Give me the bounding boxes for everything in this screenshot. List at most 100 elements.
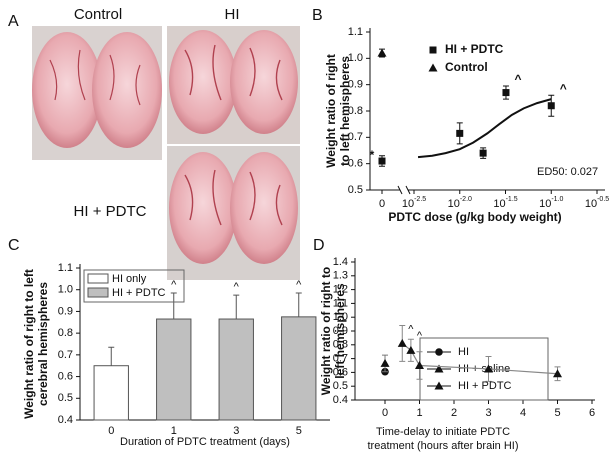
brain-photo (167, 26, 300, 144)
y-tick-label: 0.6 (333, 366, 348, 378)
bar (156, 318, 192, 421)
x-tick-label: 4 (520, 407, 526, 419)
x-tick-label: 10-0.5 (585, 196, 609, 210)
x-tick-label: 5 (296, 425, 302, 437)
x-tick-label: 5 (554, 407, 560, 419)
image-caption: HI + PDTC (74, 203, 147, 220)
y-tick-label: 1.4 (333, 256, 348, 268)
image-caption: HI (225, 6, 240, 23)
legend-box (83, 269, 185, 303)
legend-marker (434, 364, 444, 373)
legend-label: Control (445, 60, 488, 74)
y-tick-label: 0.5 (348, 184, 363, 196)
y-tick-label: 0.7 (333, 353, 348, 365)
x-tick-label: 0 (382, 407, 388, 419)
panel-label: D (313, 237, 325, 254)
bar (281, 316, 317, 421)
y-tick-label: 0.9 (58, 305, 73, 317)
annotation: ED50: 0.027 (537, 166, 598, 178)
panel-label: B (312, 7, 323, 24)
x-tick-label: 1 (416, 407, 422, 419)
y-tick-label: 1.1 (58, 262, 73, 274)
x-tick-base: 0 (379, 198, 385, 210)
y-tick-label: 0.8 (58, 327, 73, 339)
legend-swatch (87, 287, 109, 298)
y-tick-label: 0.8 (348, 105, 363, 117)
brain-photo (32, 26, 162, 160)
error-bar (170, 292, 177, 320)
y-tick-label: 1.1 (348, 26, 363, 38)
error-bar (108, 346, 115, 366)
x-tick-label: 0 (379, 198, 385, 210)
marker (377, 48, 387, 57)
x-tick-exponent: -0.5 (597, 196, 609, 203)
x-tick-label: 10-2.5 (402, 196, 426, 210)
x-tick-label: 10-2.0 (448, 196, 472, 210)
y-tick-label: 0.8 (333, 339, 348, 351)
legend-label: HI only (112, 273, 147, 285)
legend-label: HI + PDTC (458, 380, 512, 392)
brain-photo (167, 146, 300, 280)
x-tick-label: 10-1.0 (539, 196, 563, 210)
y-tick-label: 0.7 (348, 131, 363, 143)
annotation: ^ (417, 330, 423, 342)
annotation: ^ (408, 323, 414, 335)
x-tick-label: 10-1.5 (493, 196, 517, 210)
annotation: * (370, 148, 375, 162)
legend-marker (429, 46, 437, 54)
legend-label: HI + PDTC (112, 287, 166, 299)
marker (397, 338, 407, 347)
x-axis-label: Duration of PDTC treatment (days) (120, 436, 290, 448)
panel-label: C (8, 237, 20, 254)
x-tick-label: 2 (451, 407, 457, 419)
marker (456, 129, 464, 137)
y-tick-label: 1.1 (333, 297, 348, 309)
x-tick-label: 1 (171, 425, 177, 437)
y-tick-label: 0.4 (58, 414, 73, 426)
legend-label: HI + PDTC (445, 42, 504, 56)
y-tick-label: 0.6 (348, 158, 363, 170)
annotation: ^ (514, 72, 521, 86)
legend-label: HI (458, 346, 469, 358)
y-tick-label: 0.9 (333, 325, 348, 337)
y-tick-label: 0.5 (58, 392, 73, 404)
bar (218, 318, 254, 421)
marker (502, 89, 510, 97)
x-tick-exponent: -2.5 (414, 196, 426, 203)
error-bar (295, 292, 302, 317)
legend-marker (428, 63, 438, 72)
x-tick-base: 10 (539, 198, 551, 210)
marker (553, 369, 563, 378)
x-tick-base: 10 (585, 198, 597, 210)
legend-swatch (87, 273, 109, 284)
marker (479, 149, 487, 157)
legend-marker (434, 381, 444, 390)
y-axis-label: Weight ratio of right (324, 54, 338, 168)
bar (93, 365, 129, 421)
y-tick-label: 1.0 (348, 52, 363, 64)
panel-label: A (8, 13, 19, 30)
y-tick-label: 0.6 (58, 370, 73, 382)
y-axis-label: Weight ratio of right to left (22, 269, 36, 419)
legend-marker (435, 348, 443, 356)
marker (484, 364, 494, 373)
y-tick-label: 1.3 (333, 270, 348, 282)
x-tick-base: 10 (402, 198, 414, 210)
x-tick-label: 3 (233, 425, 239, 437)
y-tick-label: 1.0 (333, 311, 348, 323)
y-axis-label: cerebral hemispheres (36, 282, 50, 406)
y-axis-label: left hemispheres (333, 283, 347, 379)
annotation: ^ (296, 279, 302, 291)
annotation: ^ (171, 279, 177, 291)
x-tick-label: 0 (108, 425, 114, 437)
y-tick-label: 1.2 (333, 284, 348, 296)
fit-curve (417, 98, 552, 159)
marker (406, 345, 416, 354)
x-tick-label: 3 (485, 407, 491, 419)
x-tick-base: 10 (493, 198, 505, 210)
x-tick-exponent: -1.5 (506, 196, 518, 203)
x-tick-exponent: -1.0 (551, 196, 563, 203)
x-tick-base: 10 (448, 198, 460, 210)
